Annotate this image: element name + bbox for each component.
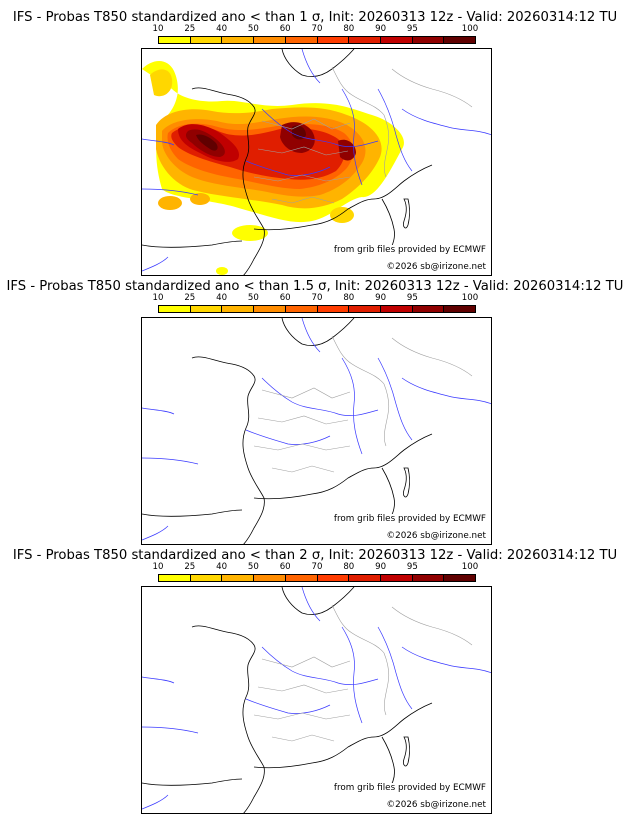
scale-tick-label: 100	[461, 562, 479, 572]
scale-tick-label: 40	[216, 293, 228, 303]
color-scale: 10 25 40 50 60 70 80 90 95 100	[153, 293, 479, 321]
scale-tick-label: 10	[152, 24, 164, 34]
copyright-credit: ©2026 sb@irizone.net	[385, 531, 487, 541]
scale-tick-label: 70	[311, 562, 323, 572]
rivers	[142, 49, 491, 272]
scale-swatch	[349, 575, 381, 581]
scale-swatch	[412, 575, 445, 581]
color-scale: 10 25 40 50 60 70 80 90 95 100	[153, 562, 479, 590]
scale-bar	[158, 305, 476, 313]
scale-tick-label: 50	[247, 24, 259, 34]
copyright-credit: ©2026 sb@irizone.net	[385, 262, 487, 272]
scale-swatch	[159, 575, 191, 581]
scale-tick-label: 25	[184, 562, 196, 572]
source-credit: from grib files provided by ECMWF	[332, 514, 487, 524]
scale-tick-label: 40	[216, 24, 228, 34]
map-svg	[142, 49, 491, 275]
scale-swatch	[159, 37, 191, 43]
rivers	[142, 587, 491, 810]
scale-swatch	[222, 37, 255, 43]
scale-tick-label: 90	[375, 293, 387, 303]
coastline	[142, 318, 433, 544]
scale-tick-label: 60	[279, 293, 291, 303]
scale-labels: 10 25 40 50 60 70 80 90 95 100	[153, 293, 479, 305]
scale-swatch	[380, 37, 413, 43]
scale-swatch	[159, 306, 191, 312]
scale-swatch	[380, 575, 413, 581]
scale-swatch	[412, 306, 445, 312]
scale-tick-label: 90	[375, 24, 387, 34]
scale-swatch	[190, 306, 223, 312]
scale-bar	[158, 36, 476, 44]
probability-map: from grib files provided by ECMWF ©2026 …	[141, 586, 492, 814]
scale-tick-label: 95	[406, 293, 418, 303]
scale-swatch	[285, 575, 318, 581]
scale-swatch	[190, 37, 223, 43]
probability-map: from grib files provided by ECMWF ©2026 …	[141, 317, 492, 545]
scale-tick-label: 90	[375, 562, 387, 572]
coastline	[142, 49, 433, 275]
panel-title: IFS - Probas T850 standardized ano < tha…	[6, 279, 624, 294]
scale-tick-label: 60	[279, 562, 291, 572]
scale-swatch	[317, 37, 350, 43]
probability-field	[142, 61, 404, 275]
scale-tick-label: 25	[184, 293, 196, 303]
scale-tick-label: 70	[311, 24, 323, 34]
scale-swatch	[412, 37, 445, 43]
scale-tick-label: 10	[152, 562, 164, 572]
scale-tick-label: 100	[461, 24, 479, 34]
source-credit: from grib files provided by ECMWF	[332, 783, 487, 793]
color-scale: 10 25 40 50 60 70 80 90 95 100	[153, 24, 479, 52]
scale-tick-label: 10	[152, 293, 164, 303]
scale-swatch	[254, 575, 286, 581]
borders	[253, 335, 473, 473]
scale-labels: 10 25 40 50 60 70 80 90 95 100	[153, 24, 479, 36]
scale-swatch	[444, 306, 476, 312]
probability-map: from grib files provided by ECMWF ©2026 …	[141, 48, 492, 276]
rivers	[142, 318, 491, 541]
scale-tick-label: 50	[247, 293, 259, 303]
scale-swatch	[444, 575, 476, 581]
scale-swatch	[222, 306, 255, 312]
panel-title: IFS - Probas T850 standardized ano < tha…	[12, 548, 618, 563]
panel-title: IFS - Probas T850 standardized ano < tha…	[12, 10, 618, 25]
scale-swatch	[222, 575, 255, 581]
coastline	[142, 587, 433, 813]
borders	[253, 604, 473, 742]
scale-tick-label: 25	[184, 24, 196, 34]
scale-swatch	[285, 306, 318, 312]
scale-tick-label: 50	[247, 562, 259, 572]
scale-tick-label: 100	[461, 293, 479, 303]
scale-swatch	[317, 575, 350, 581]
source-credit: from grib files provided by ECMWF	[332, 245, 487, 255]
scale-tick-label: 95	[406, 562, 418, 572]
scale-tick-label: 80	[343, 293, 355, 303]
scale-tick-label: 95	[406, 24, 418, 34]
scale-swatch	[349, 306, 381, 312]
scale-tick-label: 70	[311, 293, 323, 303]
scale-swatch	[317, 306, 350, 312]
scale-swatch	[254, 37, 286, 43]
scale-swatch	[444, 37, 476, 43]
scale-swatch	[349, 37, 381, 43]
scale-swatch	[190, 575, 223, 581]
scale-tick-label: 60	[279, 24, 291, 34]
scale-bar	[158, 574, 476, 582]
scale-swatch	[254, 306, 286, 312]
scale-swatch	[285, 37, 318, 43]
scale-tick-label: 40	[216, 562, 228, 572]
copyright-credit: ©2026 sb@irizone.net	[385, 800, 487, 810]
scale-swatch	[380, 306, 413, 312]
map-svg	[142, 318, 491, 544]
map-svg	[142, 587, 491, 813]
scale-labels: 10 25 40 50 60 70 80 90 95 100	[153, 562, 479, 574]
borders	[253, 66, 473, 204]
scale-tick-label: 80	[343, 562, 355, 572]
scale-tick-label: 80	[343, 24, 355, 34]
